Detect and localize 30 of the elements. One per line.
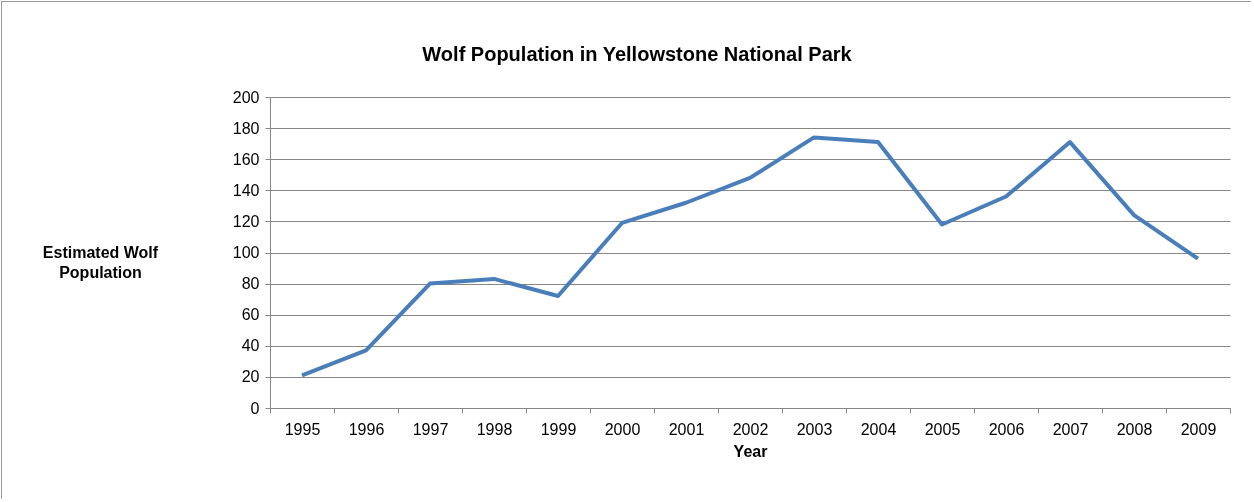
- x-tick-label: 2002: [732, 420, 769, 438]
- x-tick-label: 2003: [796, 420, 833, 438]
- x-tick-label: 1999: [540, 420, 577, 438]
- chart-title: Wolf Population in Yellowstone National Park: [422, 43, 853, 65]
- x-tick-label: 1997: [412, 420, 449, 438]
- x-tick-label: 2009: [1180, 420, 1217, 438]
- y-tick-label: 20: [241, 368, 260, 386]
- x-tick-label: 2005: [924, 420, 961, 438]
- y-tick-label: 60: [241, 306, 260, 324]
- x-tick-label: 2006: [988, 420, 1025, 438]
- y-axis-title: Estimated Wolf Population: [42, 243, 159, 281]
- x-tick-label: 2000: [604, 420, 641, 438]
- x-tick-label: 2008: [1116, 420, 1153, 438]
- y-tick-label: 120: [232, 212, 260, 230]
- x-tick-label: 1995: [284, 420, 321, 438]
- y-tick-label: 200: [232, 88, 260, 106]
- x-axis-title: Year: [733, 442, 768, 460]
- y-tick-label: 40: [241, 337, 260, 355]
- y-tick-label: 160: [232, 150, 260, 168]
- y-tick-label: 80: [241, 275, 260, 293]
- y-tick-label: 0: [250, 399, 260, 417]
- x-tick-label: 2001: [668, 420, 705, 438]
- x-tick-label: 2004: [860, 420, 897, 438]
- x-tick-label: 2007: [1052, 420, 1089, 438]
- x-tick-label: 1998: [476, 420, 513, 438]
- y-tick-label: 140: [232, 181, 260, 199]
- line-series: [300, 135, 1200, 378]
- y-tick-label: 100: [232, 244, 260, 261]
- y-tick-label: 180: [232, 119, 260, 137]
- x-tick-label: 1996: [348, 420, 385, 438]
